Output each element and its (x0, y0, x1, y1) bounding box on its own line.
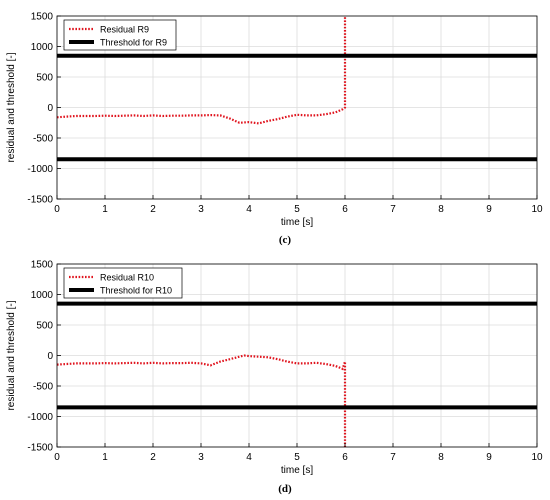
x-tick-label: 1 (102, 204, 108, 215)
legend: Residual R10 Threshold for R10 (63, 267, 183, 299)
y-tick-label: 500 (36, 321, 53, 332)
x-tick-label: 5 (294, 452, 300, 463)
legend-entry-1: Threshold for R9 (100, 38, 167, 48)
y-tick-label: 0 (47, 103, 53, 114)
series-line-0 (57, 16, 347, 125)
y-tick-label: -1000 (27, 412, 53, 423)
x-tick-label: 6 (342, 204, 348, 215)
legend-entry-0: Residual R10 (100, 273, 154, 283)
x-tick-label: 9 (486, 204, 492, 215)
legend-entry-0: Residual R9 (100, 25, 149, 35)
y-tick-label: -1500 (27, 195, 53, 206)
y-tick-label: 500 (36, 73, 53, 84)
x-tick-label: 6 (342, 452, 348, 463)
x-tick-label: 5 (294, 204, 300, 215)
y-tick-label: -500 (33, 382, 53, 393)
legend-box (63, 19, 177, 51)
x-tick-label: 8 (438, 452, 444, 463)
panel-caption: (c) (279, 234, 292, 246)
y-tick-label: -500 (33, 134, 53, 145)
y-tick-label: -1000 (27, 164, 53, 175)
y-tick-label: 1500 (31, 12, 54, 23)
y-tick-label: 1500 (31, 260, 54, 271)
x-tick-label: 3 (198, 452, 204, 463)
legend-box (63, 267, 183, 299)
y-tick-label: -1500 (27, 443, 53, 454)
x-axis-title: time [s] (281, 465, 313, 476)
series-group (57, 301, 537, 447)
x-tick-label: 3 (198, 204, 204, 215)
x-tick-label: 8 (438, 204, 444, 215)
x-tick-label: 0 (54, 204, 60, 215)
x-tick-label: 4 (246, 452, 252, 463)
x-tick-label: 10 (531, 452, 543, 463)
legend-entry-1: Threshold for R10 (100, 286, 172, 296)
x-tick-label: 7 (390, 204, 396, 215)
y-tick-label: 1000 (31, 42, 54, 53)
x-tick-label: 4 (246, 204, 252, 215)
x-axis-title: time [s] (281, 217, 313, 228)
y-axis-title: residual and threshold [-] (6, 52, 17, 162)
series-group (57, 16, 537, 162)
chart-panel-1: 0 1 2 3 4 5 6 7 8 9 10 1500 1000 500 0 -500 -1000 -1500 ti… (6, 260, 543, 496)
panel-caption: (d) (278, 483, 292, 495)
x-tick-label: 2 (150, 452, 156, 463)
x-tick-label: 0 (54, 452, 60, 463)
x-tick-label: 2 (150, 204, 156, 215)
x-tick-label: 1 (102, 452, 108, 463)
chart-panel-0: 0 1 2 3 4 5 6 7 8 9 10 1500 1000 500 0 -500 -1000 -1500 ti… (6, 12, 543, 247)
y-tick-label: 1000 (31, 290, 54, 301)
y-axis-title: residual and threshold [-] (6, 300, 17, 410)
x-tick-label: 7 (390, 452, 396, 463)
series-line-0 (57, 354, 347, 447)
x-tick-label: 9 (486, 452, 492, 463)
legend: Residual R9 Threshold for R9 (63, 19, 177, 51)
x-tick-label: 10 (531, 204, 543, 215)
y-tick-label: 0 (47, 351, 53, 362)
